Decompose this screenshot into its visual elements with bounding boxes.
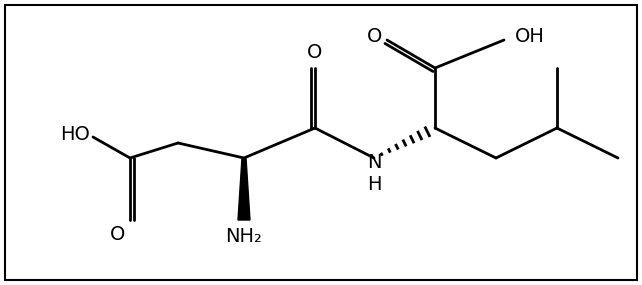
- Text: O: O: [110, 225, 126, 245]
- Text: H: H: [367, 176, 381, 194]
- Polygon shape: [238, 158, 250, 220]
- Text: NH₂: NH₂: [225, 227, 263, 247]
- Text: O: O: [367, 27, 383, 46]
- Text: O: O: [308, 42, 323, 62]
- Text: OH: OH: [515, 27, 545, 46]
- Text: N: N: [367, 154, 381, 172]
- Text: HO: HO: [60, 125, 90, 144]
